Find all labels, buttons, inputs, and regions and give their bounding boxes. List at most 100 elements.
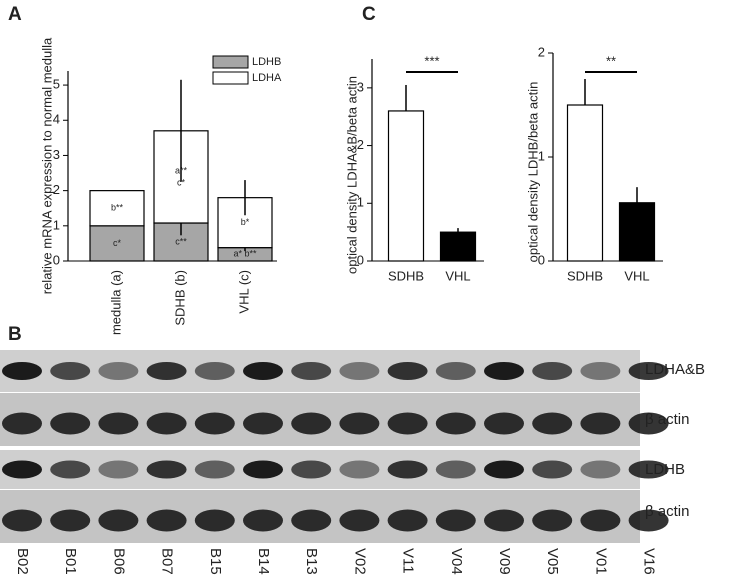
panel-letter: B <box>8 324 22 345</box>
blot-band <box>50 460 91 479</box>
y-tick-label: 2 <box>53 182 60 197</box>
bar-segment <box>217 197 273 249</box>
legend-swatch <box>212 55 249 69</box>
blot-row-label: β actin <box>645 411 689 428</box>
blot-band <box>532 460 573 479</box>
blot-band <box>628 362 669 380</box>
legend-swatch <box>212 71 249 85</box>
lane-label: V02 <box>351 548 368 575</box>
lane-label: B01 <box>62 548 79 575</box>
significance-label: b** <box>111 203 124 213</box>
blot-band <box>50 412 91 435</box>
blot-row-label: β actin <box>645 503 689 520</box>
y-axis-label: optical density LDHB/beta actin <box>525 82 540 263</box>
lane-label: B07 <box>159 548 176 575</box>
blot-band <box>484 412 524 435</box>
x-tick-label: SDHB <box>388 268 424 283</box>
blot-band <box>580 509 621 532</box>
bar <box>566 104 604 262</box>
blot-band <box>339 412 380 435</box>
legend-label: LDHB <box>252 56 281 68</box>
blot-band <box>146 412 187 435</box>
x-tick-label: SDHB <box>567 268 603 283</box>
blot-band <box>194 362 235 380</box>
bar <box>387 110 425 262</box>
blot-band <box>243 509 283 532</box>
bar <box>618 202 656 262</box>
y-tick-label: 0 <box>538 252 545 267</box>
lane-label: B15 <box>207 548 224 575</box>
blot-band <box>387 362 428 380</box>
blot-band <box>628 460 669 479</box>
y-axis-label: relative mRNA expression to normal medul… <box>39 37 54 294</box>
blot-band <box>50 509 91 532</box>
blot-band <box>387 509 428 532</box>
y-tick-label: 5 <box>53 77 60 92</box>
lane-label: B02 <box>14 548 31 575</box>
blot-band <box>435 460 476 479</box>
blot-band <box>98 509 139 532</box>
blot-band <box>628 412 669 435</box>
blot-band <box>98 412 139 435</box>
significance-label: *** <box>424 53 439 68</box>
x-tick-label: SDHB (b) <box>172 270 187 326</box>
x-tick-label: medulla (a) <box>108 270 123 335</box>
blot-band <box>484 460 524 479</box>
blot-band <box>291 509 332 532</box>
lane-label: V01 <box>592 548 609 575</box>
blot-band <box>2 412 42 435</box>
blot-band <box>339 460 380 479</box>
significance-label: c* <box>113 238 122 248</box>
panel-letter: C <box>362 4 376 25</box>
blot-band <box>339 509 380 532</box>
blot-band <box>291 362 332 380</box>
blot-band <box>243 362 283 380</box>
y-tick-label: 0 <box>357 252 364 267</box>
blot-band <box>435 509 476 532</box>
blot-band <box>580 412 621 435</box>
blot-band <box>532 362 573 380</box>
blot-band <box>580 460 621 479</box>
y-tick-label: 1 <box>53 217 60 232</box>
blot-band <box>194 412 235 435</box>
y-tick-label: 3 <box>53 147 60 162</box>
blot-band <box>580 362 621 380</box>
lane-label: B14 <box>255 548 272 575</box>
blot-band <box>2 362 42 380</box>
blot-band <box>146 509 187 532</box>
significance-label: a** <box>175 165 188 175</box>
bar <box>439 231 477 262</box>
blot-band <box>50 362 91 380</box>
blot-band <box>435 412 476 435</box>
lane-label: V16 <box>641 548 658 575</box>
lane-label: V05 <box>544 548 561 575</box>
lane-label: V11 <box>400 548 417 574</box>
significance-label: b* <box>241 217 250 227</box>
y-tick-label: 1 <box>357 195 364 210</box>
y-tick-label: 4 <box>53 112 60 127</box>
blot-row-label: LDHA&B <box>645 361 705 378</box>
bar-segment <box>89 190 145 227</box>
blot-band <box>194 509 235 532</box>
blot-band <box>387 460 428 479</box>
lane-label: B13 <box>303 548 320 575</box>
panel-letter: A <box>8 4 22 25</box>
blot-band <box>291 412 332 435</box>
significance-label: c** <box>175 236 187 246</box>
y-tick-label: 3 <box>357 79 364 94</box>
blot-band <box>98 460 139 479</box>
y-tick-label: 0 <box>53 252 60 267</box>
lane-label: B06 <box>110 548 127 575</box>
blot-band <box>484 509 524 532</box>
blot-band <box>387 412 428 435</box>
blot-band <box>291 460 332 479</box>
blot-band <box>2 460 42 479</box>
significance-label: ** <box>606 53 616 68</box>
y-tick-label: 2 <box>538 44 545 59</box>
lane-label: V09 <box>496 548 513 575</box>
blot-row-label: LDHB <box>645 461 685 478</box>
blot-band <box>339 362 380 380</box>
significance-label: a* b** <box>233 249 257 259</box>
blot-band <box>243 412 283 435</box>
